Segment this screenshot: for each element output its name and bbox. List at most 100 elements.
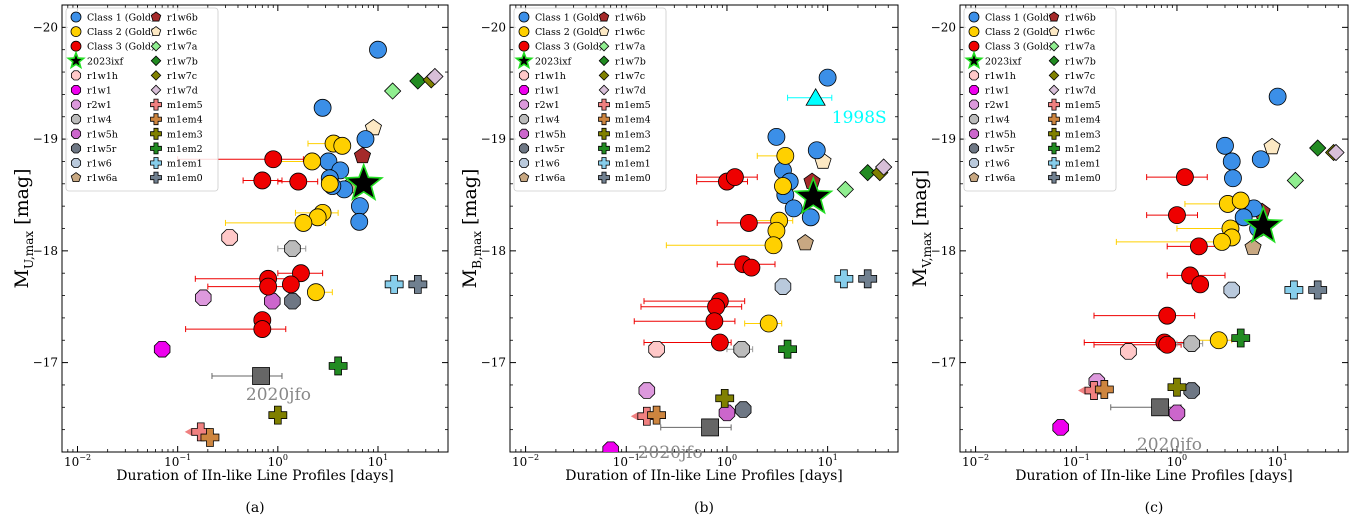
x-tick-label: 101	[1267, 453, 1287, 469]
legend-label: m1em4	[167, 115, 203, 126]
y-tick-label: −20	[33, 20, 58, 34]
legend-label: r2w1	[87, 100, 112, 111]
legend-marker-r1w4	[968, 114, 980, 125]
panel-label: (a)	[245, 500, 264, 516]
legend-label: m1em2	[167, 144, 203, 155]
model-point-r1w7b	[1309, 139, 1327, 157]
model-point-r1w7a	[1286, 171, 1304, 190]
model-point-r1w5h	[1168, 404, 1186, 422]
class-point-c3	[705, 312, 724, 331]
model-point-r1w4	[1183, 335, 1200, 352]
class-point-c3	[281, 275, 300, 294]
legend: Class 1 (Gold) Class 2 (Gold) Class 3 (Gol…	[963, 7, 1117, 192]
class-point-c2	[764, 236, 783, 255]
class-point-c1	[356, 130, 375, 149]
class-point-c1	[1224, 169, 1242, 188]
legend-label: r1w7d	[167, 86, 198, 97]
x-tick-label: 101	[817, 453, 837, 469]
legend-marker-r1w1	[968, 84, 980, 96]
legend-marker-r1w4	[518, 114, 530, 125]
legend-label: Class 1 (Gold)	[985, 13, 1053, 24]
panel-c: 10−2 10−1 100 101 −17 −18 −19 −20 Duration of II…	[909, 4, 1349, 516]
legend-label: m1em3	[615, 129, 651, 140]
legend-marker-r1w7a	[598, 40, 610, 52]
annotation-label: 2020jfo	[246, 385, 311, 405]
model-point-m1em2	[328, 356, 348, 376]
sn2020jfo-marker	[252, 367, 270, 385]
x-tick-label: 10−1	[613, 453, 640, 469]
model-point-r1w7a	[836, 180, 854, 199]
legend-box	[963, 7, 1117, 192]
legend-marker-m1em5	[150, 98, 162, 111]
y-tick-label: −19	[931, 132, 956, 146]
model-point-r2w1	[638, 382, 656, 399]
model-point-r2w1	[194, 289, 212, 307]
legend-marker-r1w7b	[150, 55, 162, 67]
legend-marker-r1w1	[518, 84, 530, 96]
legend-marker-c2	[968, 26, 980, 38]
class-point-c3	[289, 172, 308, 191]
panel-b: 10−2 10−1 100 101 −17 −18 −19 −20 Duration of II…	[459, 4, 899, 516]
model-point-r1w6c	[364, 118, 382, 136]
legend-marker-r1w7c	[150, 70, 162, 81]
class-point-c3	[710, 333, 729, 352]
model-point-m1em4	[647, 405, 666, 425]
y-tick-label: −17	[931, 356, 956, 370]
legend-marker-r1w7b	[1048, 55, 1060, 67]
legend-marker-m1em1	[1048, 157, 1060, 169]
class-point-c3	[1158, 306, 1177, 325]
legend-marker-r1w1	[70, 84, 82, 96]
model-point-r1w1h	[221, 229, 238, 246]
legend-label: r1w7c	[1065, 71, 1095, 82]
x-tick-label: 10−1	[1063, 453, 1090, 469]
class-point-c1	[313, 98, 332, 117]
legend-label: r1w7b	[615, 56, 646, 67]
class-point-c3	[742, 258, 761, 277]
legend-label: r1w4	[535, 115, 560, 126]
legend-label: m1em1	[167, 159, 203, 170]
legend-label: r1w1h	[535, 71, 566, 82]
legend-label: m1em0	[1065, 173, 1101, 184]
legend-marker-r1w6c	[1048, 26, 1060, 37]
legend: Class 1 (Gold) Class 2 (Gold) Class 3 (Gol…	[513, 7, 667, 192]
legend-marker-r1w6b	[1048, 11, 1060, 22]
data-layer	[153, 40, 444, 447]
legend-marker-r1w6c	[150, 26, 162, 37]
class-point-c3	[264, 150, 283, 169]
legend-marker-r2w1	[518, 99, 530, 110]
class-point-c3	[739, 214, 758, 232]
legend-marker-r2w1	[968, 99, 980, 110]
panel-label: (b)	[694, 500, 714, 516]
legend-marker-m1em4	[598, 113, 610, 126]
legend-marker-m1em0	[150, 171, 162, 184]
legend-marker-c3	[968, 40, 980, 52]
legend-marker-r1w6	[70, 157, 82, 169]
legend-label: m1em2	[615, 144, 651, 155]
legend-label: r1w5h	[87, 129, 118, 140]
y-tick-label: −18	[931, 244, 956, 258]
legend-marker-c1	[70, 11, 82, 23]
annotation-label: 1998S	[832, 108, 887, 128]
model-point-r1w5h	[718, 404, 736, 422]
class-point-c3	[253, 171, 272, 190]
legend-marker-r1w6b	[598, 11, 610, 22]
legend-marker-r1w5h	[968, 128, 980, 139]
class-point-c1	[1222, 152, 1241, 171]
model-point-r1w5r	[734, 401, 752, 418]
model-point-m1em0	[1308, 280, 1328, 300]
legend-marker-m1em3	[150, 127, 162, 140]
legend-label: r1w7d	[615, 86, 646, 97]
legend-label: r1w4	[985, 115, 1010, 126]
legend-label: r1w7b	[1065, 56, 1096, 67]
legend-label: r1w6a	[87, 173, 118, 184]
legend-label: m1em1	[1065, 159, 1101, 170]
legend-marker-m1em3	[598, 127, 610, 140]
legend-label: Class 1 (Gold)	[87, 13, 155, 24]
class-point-c3	[253, 320, 272, 338]
legend-marker-c2	[70, 26, 82, 38]
class-point-c2	[307, 283, 325, 302]
model-point-m1em2	[1231, 328, 1251, 348]
legend-label: r1w6b	[167, 13, 198, 24]
legend-marker-m1em4	[1048, 113, 1060, 126]
model-point-m1em0	[858, 269, 878, 289]
